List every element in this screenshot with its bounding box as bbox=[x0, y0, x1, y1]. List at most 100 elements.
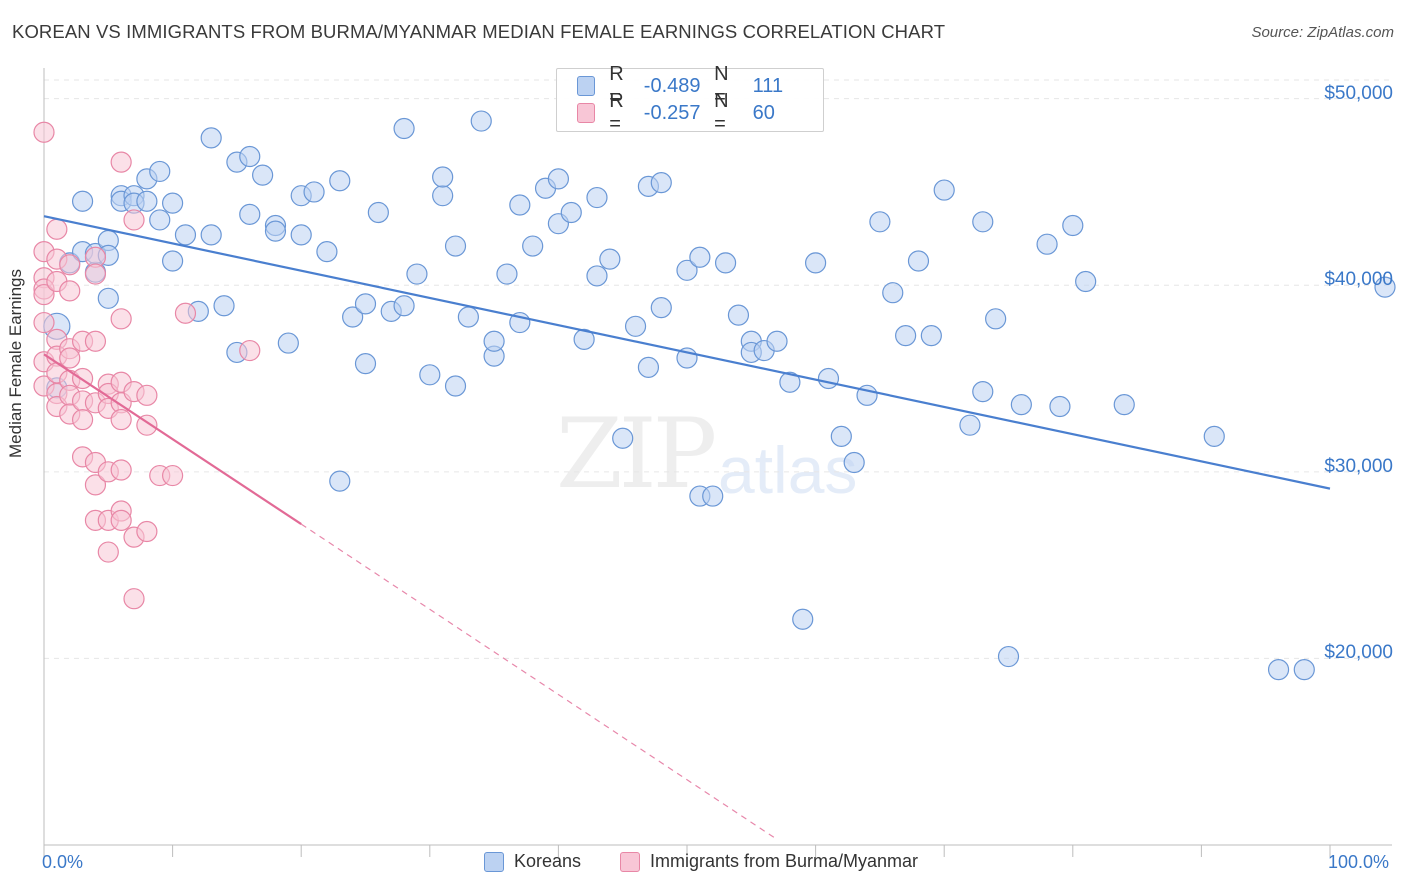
point-koreans bbox=[509, 194, 531, 216]
point-koreans bbox=[354, 353, 377, 375]
point-koreans bbox=[252, 164, 274, 186]
point-burma bbox=[110, 509, 132, 531]
point-koreans bbox=[406, 263, 428, 285]
legend-swatch-koreans bbox=[484, 851, 504, 872]
point-koreans bbox=[676, 259, 698, 281]
point-koreans bbox=[714, 252, 737, 274]
y-tick-label: $40,000 bbox=[1324, 269, 1393, 291]
point-koreans bbox=[354, 293, 377, 315]
point-koreans bbox=[419, 364, 441, 386]
point-koreans bbox=[1113, 394, 1135, 416]
axes bbox=[43, 68, 1392, 857]
point-koreans bbox=[97, 287, 119, 309]
point-burma bbox=[110, 459, 132, 481]
point-koreans bbox=[444, 235, 467, 257]
point-koreans bbox=[367, 201, 389, 224]
point-koreans bbox=[1267, 659, 1290, 681]
point-koreans bbox=[702, 485, 724, 507]
point-koreans bbox=[470, 110, 492, 132]
point-koreans bbox=[612, 427, 634, 449]
chart-title: KOREAN VS IMMIGRANTS FROM BURMA/MYANMAR … bbox=[12, 21, 946, 42]
point-koreans bbox=[149, 160, 171, 183]
point-koreans bbox=[689, 246, 711, 268]
point-burma bbox=[59, 347, 81, 369]
point-burma bbox=[239, 339, 261, 362]
point-koreans bbox=[496, 263, 518, 285]
point-koreans bbox=[1203, 425, 1225, 447]
point-koreans bbox=[342, 306, 364, 328]
legend-n-value: 111 bbox=[752, 74, 784, 97]
point-koreans bbox=[200, 127, 222, 149]
point-koreans bbox=[213, 295, 235, 317]
point-koreans bbox=[162, 192, 184, 214]
point-koreans bbox=[920, 325, 942, 347]
point-koreans bbox=[727, 304, 750, 326]
point-burma bbox=[97, 541, 119, 563]
point-koreans bbox=[650, 172, 672, 194]
legend-n-label: N = bbox=[714, 90, 729, 135]
point-koreans bbox=[149, 209, 171, 231]
point-koreans bbox=[522, 235, 544, 257]
point-burma bbox=[33, 283, 55, 306]
point-koreans bbox=[329, 470, 351, 492]
point-koreans bbox=[1010, 394, 1032, 416]
point-burma bbox=[84, 263, 107, 285]
point-burma bbox=[84, 474, 107, 496]
point-koreans bbox=[907, 250, 930, 272]
point-burma bbox=[136, 520, 158, 543]
point-koreans bbox=[985, 308, 1007, 330]
source-label: Source: ZipAtlas.com bbox=[1251, 24, 1394, 41]
series-koreans bbox=[43, 110, 1396, 681]
point-koreans bbox=[329, 170, 351, 192]
point-koreans bbox=[933, 179, 955, 201]
legend-swatch-burma bbox=[620, 851, 640, 872]
point-koreans bbox=[432, 185, 454, 207]
point-koreans bbox=[303, 181, 325, 203]
point-koreans bbox=[766, 330, 788, 352]
point-burma bbox=[136, 384, 158, 406]
point-koreans bbox=[1374, 276, 1396, 298]
point-koreans bbox=[71, 190, 94, 212]
x-tick-min: 0.0% bbox=[42, 852, 84, 872]
point-burma bbox=[46, 218, 68, 240]
legend-row-koreans: R = -0.489 N = 111 bbox=[577, 63, 823, 108]
y-tick-label: $50,000 bbox=[1324, 82, 1393, 104]
point-burma bbox=[162, 464, 184, 487]
point-burma bbox=[110, 408, 132, 431]
legend-item-koreans[interactable]: Koreans bbox=[484, 851, 581, 872]
point-burma bbox=[84, 330, 107, 352]
point-koreans bbox=[200, 224, 222, 246]
legend-n-value: 60 bbox=[752, 101, 775, 124]
point-koreans bbox=[830, 425, 852, 447]
legend-r-value: -0.257 bbox=[643, 101, 701, 124]
point-koreans bbox=[972, 211, 994, 233]
point-koreans bbox=[290, 224, 312, 246]
point-koreans bbox=[1036, 233, 1058, 255]
point-koreans bbox=[560, 201, 582, 224]
legend-r-label: R = bbox=[609, 90, 624, 135]
point-koreans bbox=[573, 328, 595, 350]
series-burma bbox=[33, 121, 261, 610]
point-burma bbox=[71, 408, 94, 431]
point-burma bbox=[110, 151, 132, 173]
point-koreans bbox=[393, 295, 415, 317]
legend-item-burma[interactable]: Immigrants from Burma/Myanmar bbox=[620, 851, 918, 872]
point-burma bbox=[174, 302, 197, 324]
trend-line-koreans bbox=[43, 215, 1331, 490]
point-koreans bbox=[997, 645, 1020, 668]
point-koreans bbox=[779, 371, 801, 393]
point-koreans bbox=[586, 265, 608, 287]
point-koreans bbox=[277, 332, 299, 354]
point-koreans bbox=[316, 241, 338, 263]
point-koreans bbox=[882, 282, 904, 304]
x-tick-max: 100.0% bbox=[1328, 852, 1390, 872]
legend-label-koreans: Koreans bbox=[514, 851, 582, 871]
legend-label-burma: Immigrants from Burma/Myanmar bbox=[650, 851, 919, 871]
point-koreans bbox=[804, 252, 827, 274]
trend-line-burma-extension bbox=[300, 523, 778, 840]
watermark-zip: ZIP bbox=[556, 398, 717, 510]
point-koreans bbox=[586, 186, 608, 209]
point-koreans bbox=[843, 451, 865, 474]
point-koreans bbox=[1049, 395, 1071, 418]
